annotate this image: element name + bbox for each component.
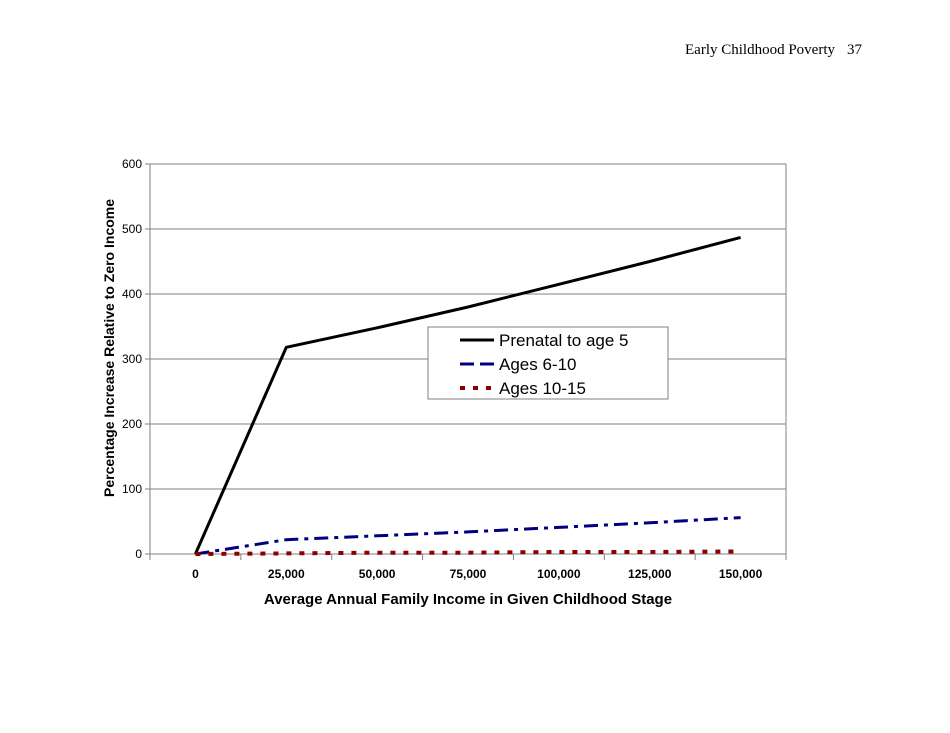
- running-head-title: Early Childhood Poverty: [685, 42, 835, 58]
- running-head: Early Childhood Poverty 37: [685, 42, 862, 59]
- y-axis-title: Percentage Increase Relative to Zero Inc…: [101, 199, 117, 497]
- series-line-1: [194, 235, 741, 555]
- y-tick-label: 500: [122, 222, 142, 236]
- x-tick-label: 50,000: [359, 567, 396, 581]
- y-tick-label: 300: [122, 352, 142, 366]
- x-tick-label: 75,000: [450, 567, 487, 581]
- page-number: 37: [847, 42, 862, 58]
- x-tick-label: 150,000: [719, 567, 763, 581]
- legend-label-3: Ages 10-15: [499, 379, 586, 398]
- y-tick-label: 0: [135, 547, 142, 561]
- y-tick-label: 400: [122, 287, 142, 301]
- axes: [145, 163, 787, 560]
- series-line-2: [195, 516, 741, 556]
- tick-labels: 0 100 200 300 400 500 600 0 25,000 50,000 75,000 10…: [122, 157, 763, 581]
- legend-label-1: Prenatal to age 5: [499, 331, 628, 350]
- x-tick-label: 100,000: [537, 567, 581, 581]
- y-tick-label: 600: [122, 157, 142, 171]
- x-tick-label: 25,000: [268, 567, 305, 581]
- y-tick-label: 200: [122, 417, 142, 431]
- x-tick-label: 125,000: [628, 567, 672, 581]
- x-tick-label: 0: [192, 567, 199, 581]
- data-series: [194, 235, 741, 556]
- y-tick-label: 100: [122, 482, 142, 496]
- legend: Prenatal to age 5 Ages 6-10 Ages 10-15: [427, 326, 669, 400]
- legend-label-2: Ages 6-10: [499, 355, 577, 374]
- x-axis-title: Average Annual Family Income in Given Ch…: [264, 591, 672, 608]
